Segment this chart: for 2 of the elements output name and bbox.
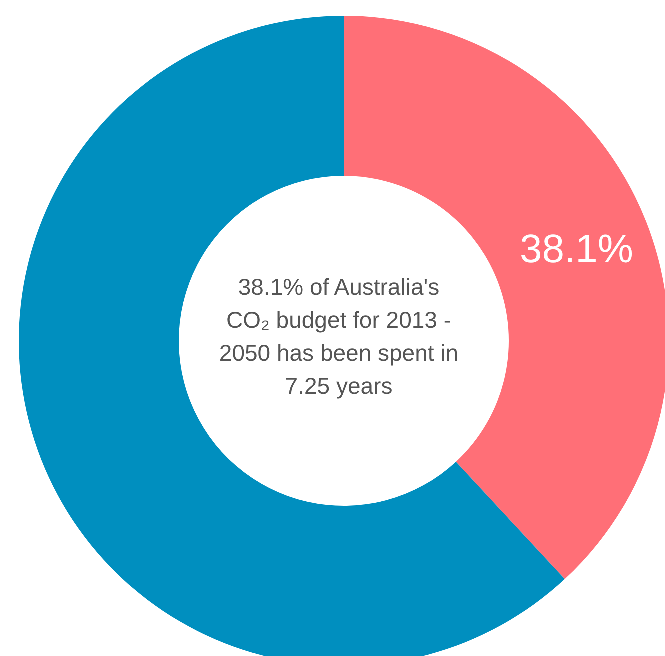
- data-label: 38.1%: [520, 228, 634, 272]
- text: 38.1% of Australia's CO₂ budget for 2013 - 2050 has been spent in 7.25 years: [218, 273, 460, 401]
